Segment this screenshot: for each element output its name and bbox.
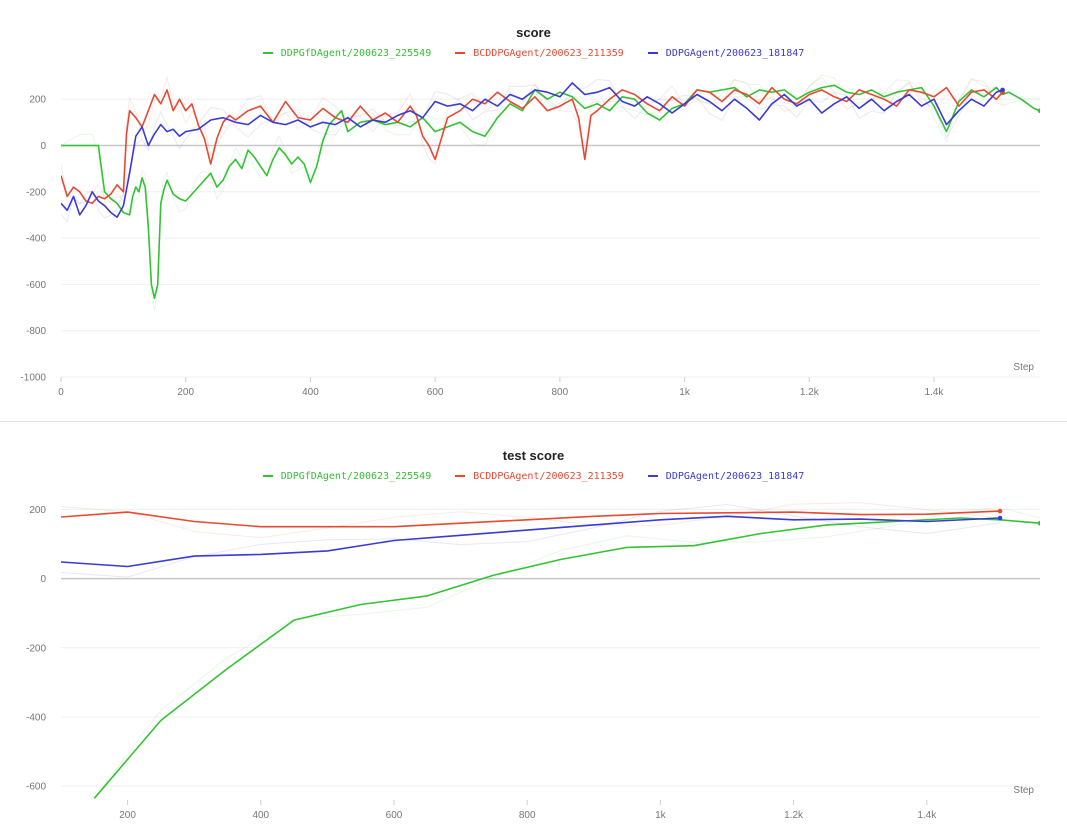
x-tick-label: 1.2k [784, 810, 804, 821]
y-tick-label: -400 [26, 234, 46, 245]
series-end-point[interactable] [997, 515, 1003, 521]
legend-label: DDPGfDAgent/200623_225549 [280, 471, 432, 482]
legend-swatch [262, 52, 273, 54]
x-tick-label: 400 [302, 387, 319, 398]
series-line[interactable] [61, 510, 1001, 528]
legend-swatch [455, 52, 466, 54]
x-tick-label: 200 [119, 810, 136, 821]
legend-label: DDPGAgent/200623_181847 [665, 471, 805, 482]
series-raw-trace [61, 78, 1004, 223]
legend-swatch [647, 475, 658, 477]
score-chart-panel: score DDPGfDAgent/200623_225549 BCDDPGAg… [0, 0, 1067, 420]
y-tick-label: -600 [26, 280, 46, 291]
score-plot[interactable]: 200 0 -200 -400 -600 -800 -1000 0 200 400 600 800 1k… [0, 0, 1067, 420]
legend-entry-bcddpg[interactable]: BCDDPGAgent/200623_211359 [455, 471, 624, 482]
legend-label: BCDDPGAgent/200623_211359 [473, 48, 624, 59]
series-end-point[interactable] [997, 508, 1003, 514]
series-line[interactable] [93, 517, 1040, 799]
legend-label: DDPGfDAgent/200623_225549 [280, 48, 432, 59]
legend-entry-ddpg[interactable]: DDPGAgent/200623_181847 [647, 471, 805, 482]
y-tick-label: 200 [29, 95, 46, 106]
y-tick-label: -1000 [20, 373, 46, 384]
series-raw-trace [61, 74, 1040, 312]
legend-swatch [262, 475, 273, 477]
x-tick-label: 600 [427, 387, 444, 398]
x-tick-label: 1.2k [800, 387, 820, 398]
x-tick-label: 200 [177, 387, 194, 398]
y-tick-label: -200 [26, 643, 46, 654]
series-line[interactable] [61, 515, 1001, 568]
series-line[interactable] [61, 86, 1004, 205]
y-tick-label: -800 [26, 326, 46, 337]
chart-title: test score [502, 448, 565, 463]
y-tick-label: 0 [40, 574, 46, 585]
x-tick-label: 1k [655, 810, 667, 821]
legend-entry-ddpgfd[interactable]: DDPGfDAgent/200623_225549 [262, 48, 432, 59]
series-raw-trace [93, 507, 1040, 799]
panel-divider [0, 421, 1067, 422]
y-tick-label: 0 [40, 141, 46, 152]
y-tick-label: 200 [29, 505, 46, 516]
series-end-point[interactable] [1037, 520, 1043, 526]
series-end-point[interactable] [1000, 87, 1005, 93]
x-tick-label: 1.4k [925, 387, 945, 398]
x-tick-label: 1.4k [917, 810, 937, 821]
series-end-point[interactable] [1037, 108, 1043, 114]
test-score-plot[interactable]: 200 0 -200 -400 -600 200 400 600 800 1k 1.2k 1.4k St… [0, 423, 1067, 840]
x-tick-label: 800 [519, 810, 536, 821]
x-tick-label: 800 [552, 387, 569, 398]
series-raw-trace [61, 502, 1001, 539]
x-axis-label: Step [1013, 362, 1034, 373]
series-raw-trace [61, 503, 1001, 578]
test-score-chart-panel: test score DDPGfDAgent/200623_225549 BCD… [0, 423, 1067, 840]
chart-legend: DDPGfDAgent/200623_225549 BCDDPGAgent/20… [0, 471, 1067, 482]
y-tick-label: -200 [26, 187, 46, 198]
legend-swatch [647, 52, 658, 54]
x-tick-label: 1k [679, 387, 691, 398]
y-tick-label: -600 [26, 782, 46, 793]
legend-entry-bcddpg[interactable]: BCDDPGAgent/200623_211359 [455, 48, 624, 59]
legend-label: DDPGAgent/200623_181847 [665, 48, 805, 59]
x-axis-label: Step [1013, 785, 1034, 796]
x-tick-label: 400 [252, 810, 269, 821]
legend-entry-ddpg[interactable]: DDPGAgent/200623_181847 [647, 48, 805, 59]
x-tick-label: 600 [386, 810, 403, 821]
chart-title: score [516, 25, 551, 40]
series-line[interactable] [61, 84, 1040, 300]
chart-legend: DDPGfDAgent/200623_225549 BCDDPGAgent/20… [0, 48, 1067, 59]
legend-swatch [455, 475, 466, 477]
series-line[interactable] [61, 82, 1003, 218]
x-tick-label: 0 [58, 387, 64, 398]
legend-entry-ddpgfd[interactable]: DDPGfDAgent/200623_225549 [262, 471, 432, 482]
legend-label: BCDDPGAgent/200623_211359 [473, 471, 624, 482]
y-tick-label: -400 [26, 712, 46, 723]
